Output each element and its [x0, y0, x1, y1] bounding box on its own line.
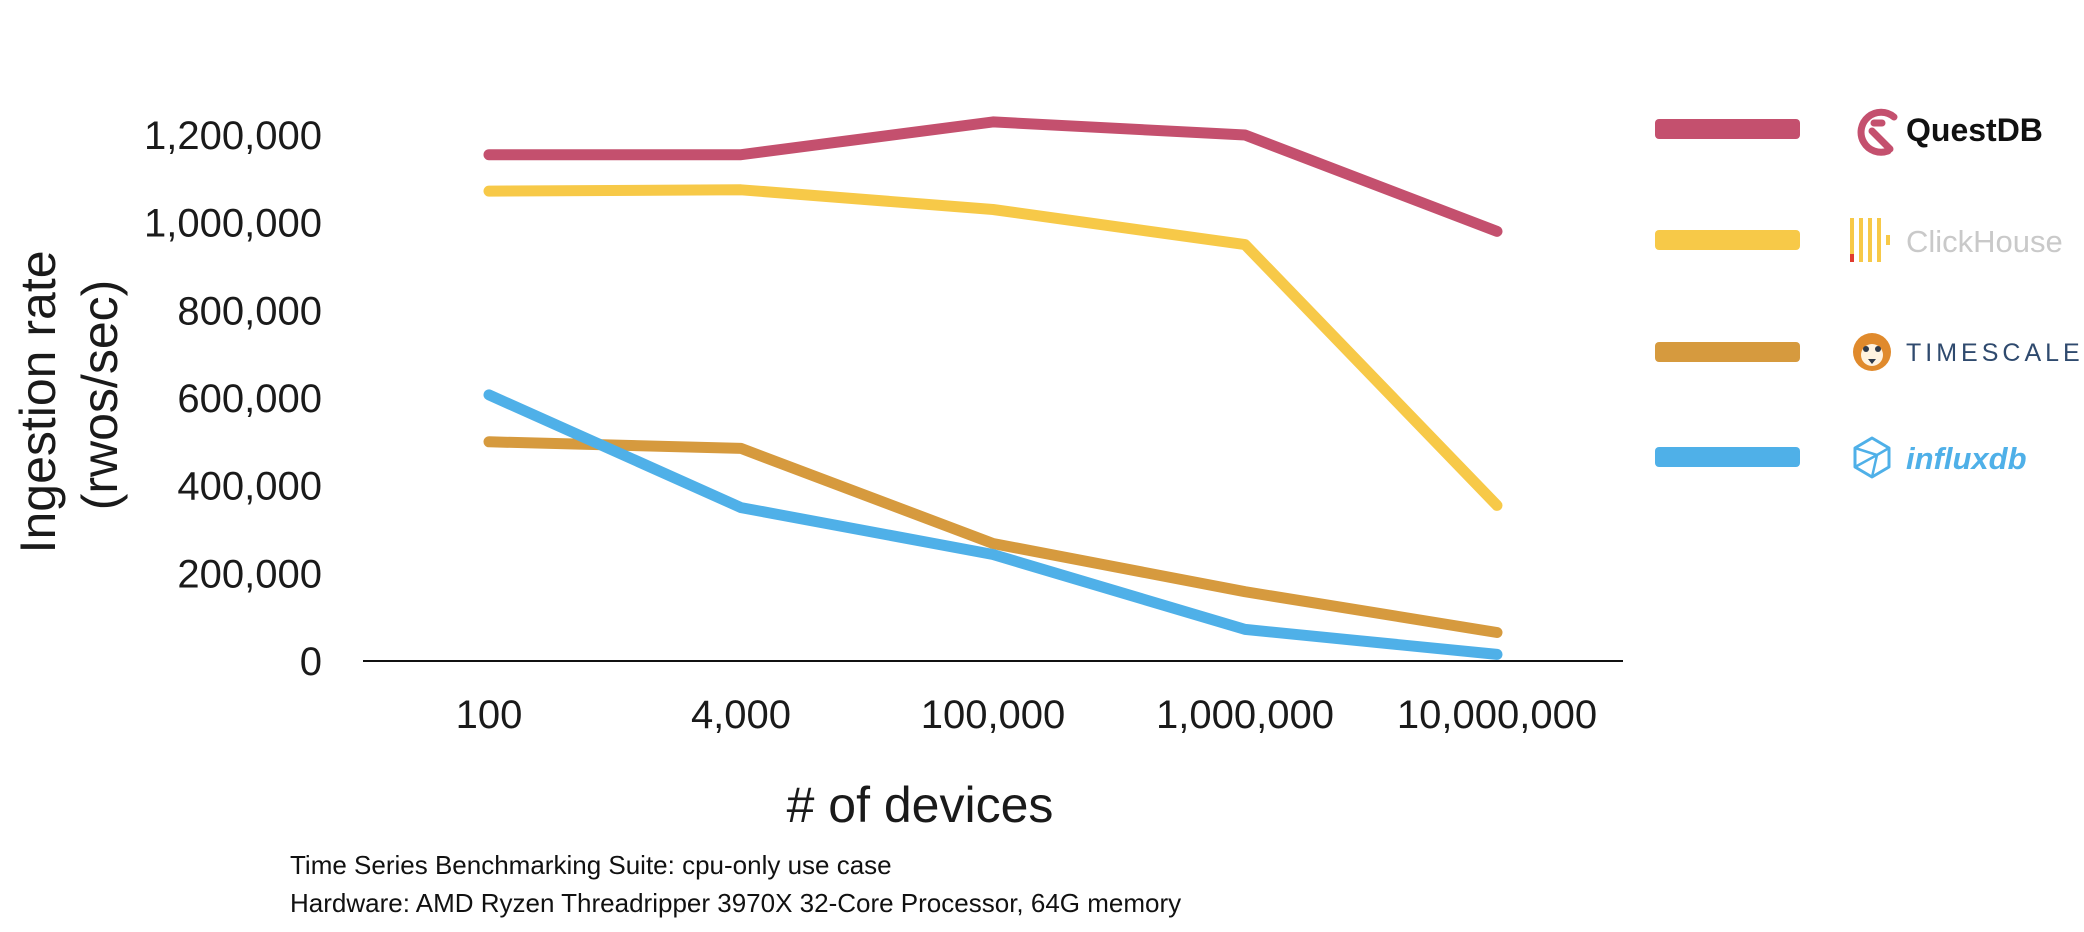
x-tick-label: 100 — [456, 693, 523, 737]
caption-benchmark: Time Series Benchmarking Suite: cpu-only… — [290, 850, 892, 880]
y-tick-label: 200,000 — [177, 552, 322, 596]
legend-label: QuestDB — [1906, 112, 2043, 148]
legend-swatch — [1655, 447, 1800, 467]
y-tick-label: 1,200,000 — [144, 114, 322, 158]
x-tick-label: 4,000 — [691, 693, 791, 737]
questdb-logo-icon — [1857, 108, 1898, 156]
series-line-questdb — [483, 116, 1503, 237]
legend-label: TIMESCALE — [1906, 339, 2084, 367]
y-axis-title-line-1: Ingestion rate — [10, 250, 66, 553]
x-tick-label: 1,000,000 — [1156, 693, 1334, 737]
series-lines — [483, 116, 1503, 660]
y-axis-title: Ingestion rate (rwos/sec) — [10, 237, 128, 554]
caption-hardware: Hardware: AMD Ryzen Threadripper 3970X 3… — [290, 888, 1182, 918]
timescale-logo-icon — [1853, 333, 1891, 371]
legend: QuestDB ClickHouse TIMESCALE influxdb — [1655, 108, 2084, 479]
y-tick-label: 1,000,000 — [144, 202, 322, 246]
x-tick-label: 10,000,000 — [1397, 693, 1597, 737]
y-tick-label: 400,000 — [177, 465, 322, 509]
clickhouse-logo-icon — [1850, 218, 1890, 262]
legend-label: ClickHouse — [1906, 224, 2063, 259]
y-tick-label: 600,000 — [177, 377, 322, 421]
influxdb-logo-icon — [1853, 436, 1891, 479]
y-axis-ticks: 0 200,000 400,000 600,000 800,000 1,000,000 1,… — [144, 114, 322, 684]
legend-swatch — [1655, 119, 1800, 139]
legend-item-timescale: TIMESCALE — [1655, 333, 2084, 371]
series-line-timescale — [483, 436, 1503, 638]
y-tick-label: 800,000 — [177, 289, 322, 333]
series-line-influxdb — [483, 389, 1503, 660]
legend-item-influxdb: influxdb — [1655, 436, 2027, 479]
x-axis-ticks: 100 4,000 100,000 1,000,000 10,000,000 — [456, 693, 1597, 737]
y-tick-label: 0 — [300, 640, 322, 684]
series-line-clickhouse — [483, 184, 1503, 511]
legend-swatch — [1655, 342, 1800, 362]
legend-item-clickhouse: ClickHouse — [1655, 218, 2063, 262]
x-axis-title: # of devices — [787, 777, 1054, 833]
legend-swatch — [1655, 230, 1800, 250]
y-axis-title-line-2: (rwos/sec) — [72, 280, 128, 511]
x-tick-label: 100,000 — [921, 693, 1066, 737]
legend-label: influxdb — [1906, 441, 2027, 476]
legend-item-questdb: QuestDB — [1655, 108, 2043, 156]
